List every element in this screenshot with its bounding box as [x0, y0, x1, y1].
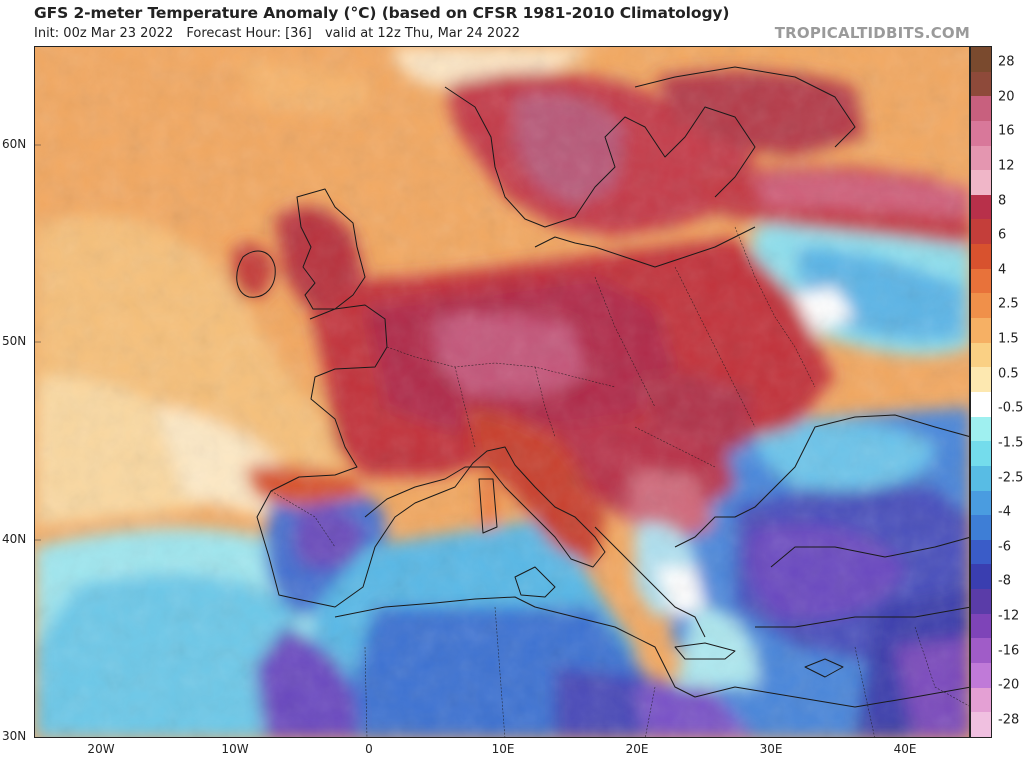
colorbar-swatch	[971, 367, 991, 392]
lat-tick-30n: 30N	[2, 729, 27, 743]
colorbar-swatch	[971, 47, 991, 72]
valid-time: valid at 12z Thu, Mar 24 2022	[324, 26, 521, 41]
colorbar-label: -6	[998, 539, 1011, 555]
colorbar-swatch	[971, 638, 991, 664]
coastlines	[236, 66, 969, 708]
colorbar-swatch	[971, 589, 991, 614]
colorbar-swatch	[971, 96, 991, 121]
colorbar-swatch	[971, 490, 991, 516]
colorbar-swatch	[971, 539, 991, 565]
colorbar-swatch	[971, 120, 991, 146]
colorbar-swatch	[971, 416, 991, 442]
forecast-hour: Forecast Hour: [36]	[186, 26, 312, 41]
colorbar-swatch	[971, 515, 991, 540]
colorbar-swatch	[971, 145, 991, 171]
colorbar-swatch	[971, 170, 991, 195]
colorbar-label: -8	[998, 573, 1011, 589]
colorbar-label: -1.5	[998, 435, 1024, 451]
anomaly-map-svg	[35, 47, 969, 737]
lon-tick-30e: 30E	[759, 742, 783, 756]
colorbar-label: 1.5	[998, 331, 1019, 347]
lat-tick-60n: 60N	[2, 137, 27, 151]
colorbar-label: -28	[998, 712, 1020, 728]
lon-tick-10e: 10E	[491, 742, 515, 756]
colorbar-label: 0.5	[998, 366, 1019, 382]
colorbar-label: -2.5	[998, 470, 1024, 486]
colorbar-label: -16	[998, 643, 1020, 659]
colorbar-swatch	[971, 441, 991, 466]
colorbar-label: -20	[998, 677, 1020, 693]
colorbar	[970, 46, 992, 738]
colorbar-swatch	[971, 712, 991, 737]
colorbar-label: 8	[998, 193, 1007, 209]
field-texture	[35, 47, 969, 737]
colorbar-swatch	[971, 342, 991, 368]
colorbar-label: 28	[998, 54, 1015, 70]
colorbar-label: 20	[998, 89, 1015, 105]
colorbar-swatch	[971, 687, 991, 713]
colorbar-swatch	[971, 219, 991, 245]
colorbar-swatch	[971, 71, 991, 97]
colorbar-label: -12	[998, 608, 1020, 624]
colorbar-swatch	[971, 293, 991, 319]
lon-tick-20w: 20W	[87, 742, 115, 756]
colorbar-label: 16	[998, 123, 1015, 139]
country-borders	[270, 226, 969, 737]
brand-watermark: TROPICALTIDBITS.COM	[774, 24, 970, 42]
colorbar-swatch	[971, 391, 991, 417]
lat-tick-40n: 40N	[2, 532, 27, 546]
lat-tick-50n: 50N	[2, 334, 27, 348]
chart-subtitle: Init: 00z Mar 23 2022 Forecast Hour: [36…	[34, 26, 529, 41]
colorbar-label: 4	[998, 262, 1007, 278]
colorbar-swatch	[971, 194, 991, 220]
init-time: Init: 00z Mar 23 2022	[34, 26, 174, 41]
colorbar-swatch	[971, 318, 991, 343]
colorbar-label: 12	[998, 158, 1015, 174]
colorbar-label: 6	[998, 227, 1007, 243]
colorbar-swatch	[971, 268, 991, 294]
colorbar-label: -4	[998, 504, 1011, 520]
anomaly-map	[34, 46, 970, 738]
graticule-ticks	[35, 144, 41, 541]
lon-tick-20e: 20E	[625, 742, 649, 756]
colorbar-swatch	[971, 613, 991, 639]
colorbar-swatch	[971, 465, 991, 491]
lon-tick-40e: 40E	[893, 742, 917, 756]
lon-tick-0: 0	[365, 742, 373, 756]
colorbar-label: 2.5	[998, 296, 1019, 312]
lon-tick-10w: 10W	[221, 742, 249, 756]
colorbar-swatch	[971, 564, 991, 590]
chart-title: GFS 2-meter Temperature Anomaly (°C) (ba…	[34, 4, 730, 22]
colorbar-swatch	[971, 663, 991, 688]
colorbar-label: -0.5	[998, 400, 1024, 416]
colorbar-swatch	[971, 244, 991, 269]
